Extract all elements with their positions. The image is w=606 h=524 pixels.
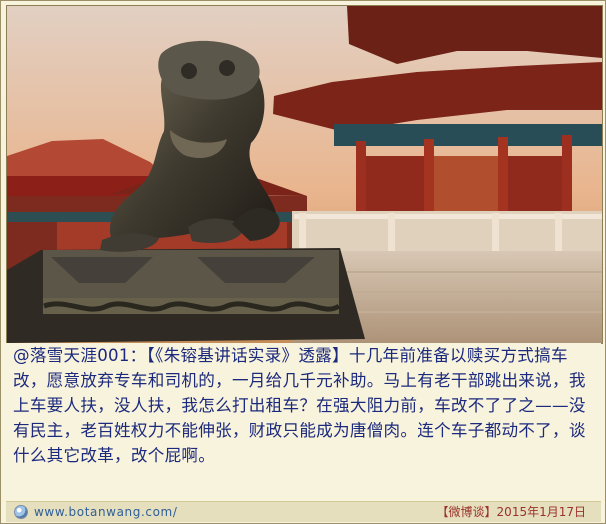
post-text-panel: @落雪天涯001：【《朱镕基讲话实录》透露】十几年前准备以赎买方式搞车改，愿意放… (6, 343, 601, 500)
photo-scene (7, 6, 602, 343)
forbidden-city-lion-photo (6, 5, 603, 344)
globe-icon (14, 505, 28, 519)
source-site-link[interactable]: www.botanwang.com/ (34, 505, 178, 519)
post-body-text: @落雪天涯001：【《朱镕基讲话实录》透露】十几年前准备以赎买方式搞车改，愿意放… (13, 346, 586, 465)
source-footer: www.botanwang.com/ 【微博谈】2015年1月17日 (6, 501, 601, 522)
weibo-date: 【微博谈】2015年1月17日 (436, 505, 586, 519)
